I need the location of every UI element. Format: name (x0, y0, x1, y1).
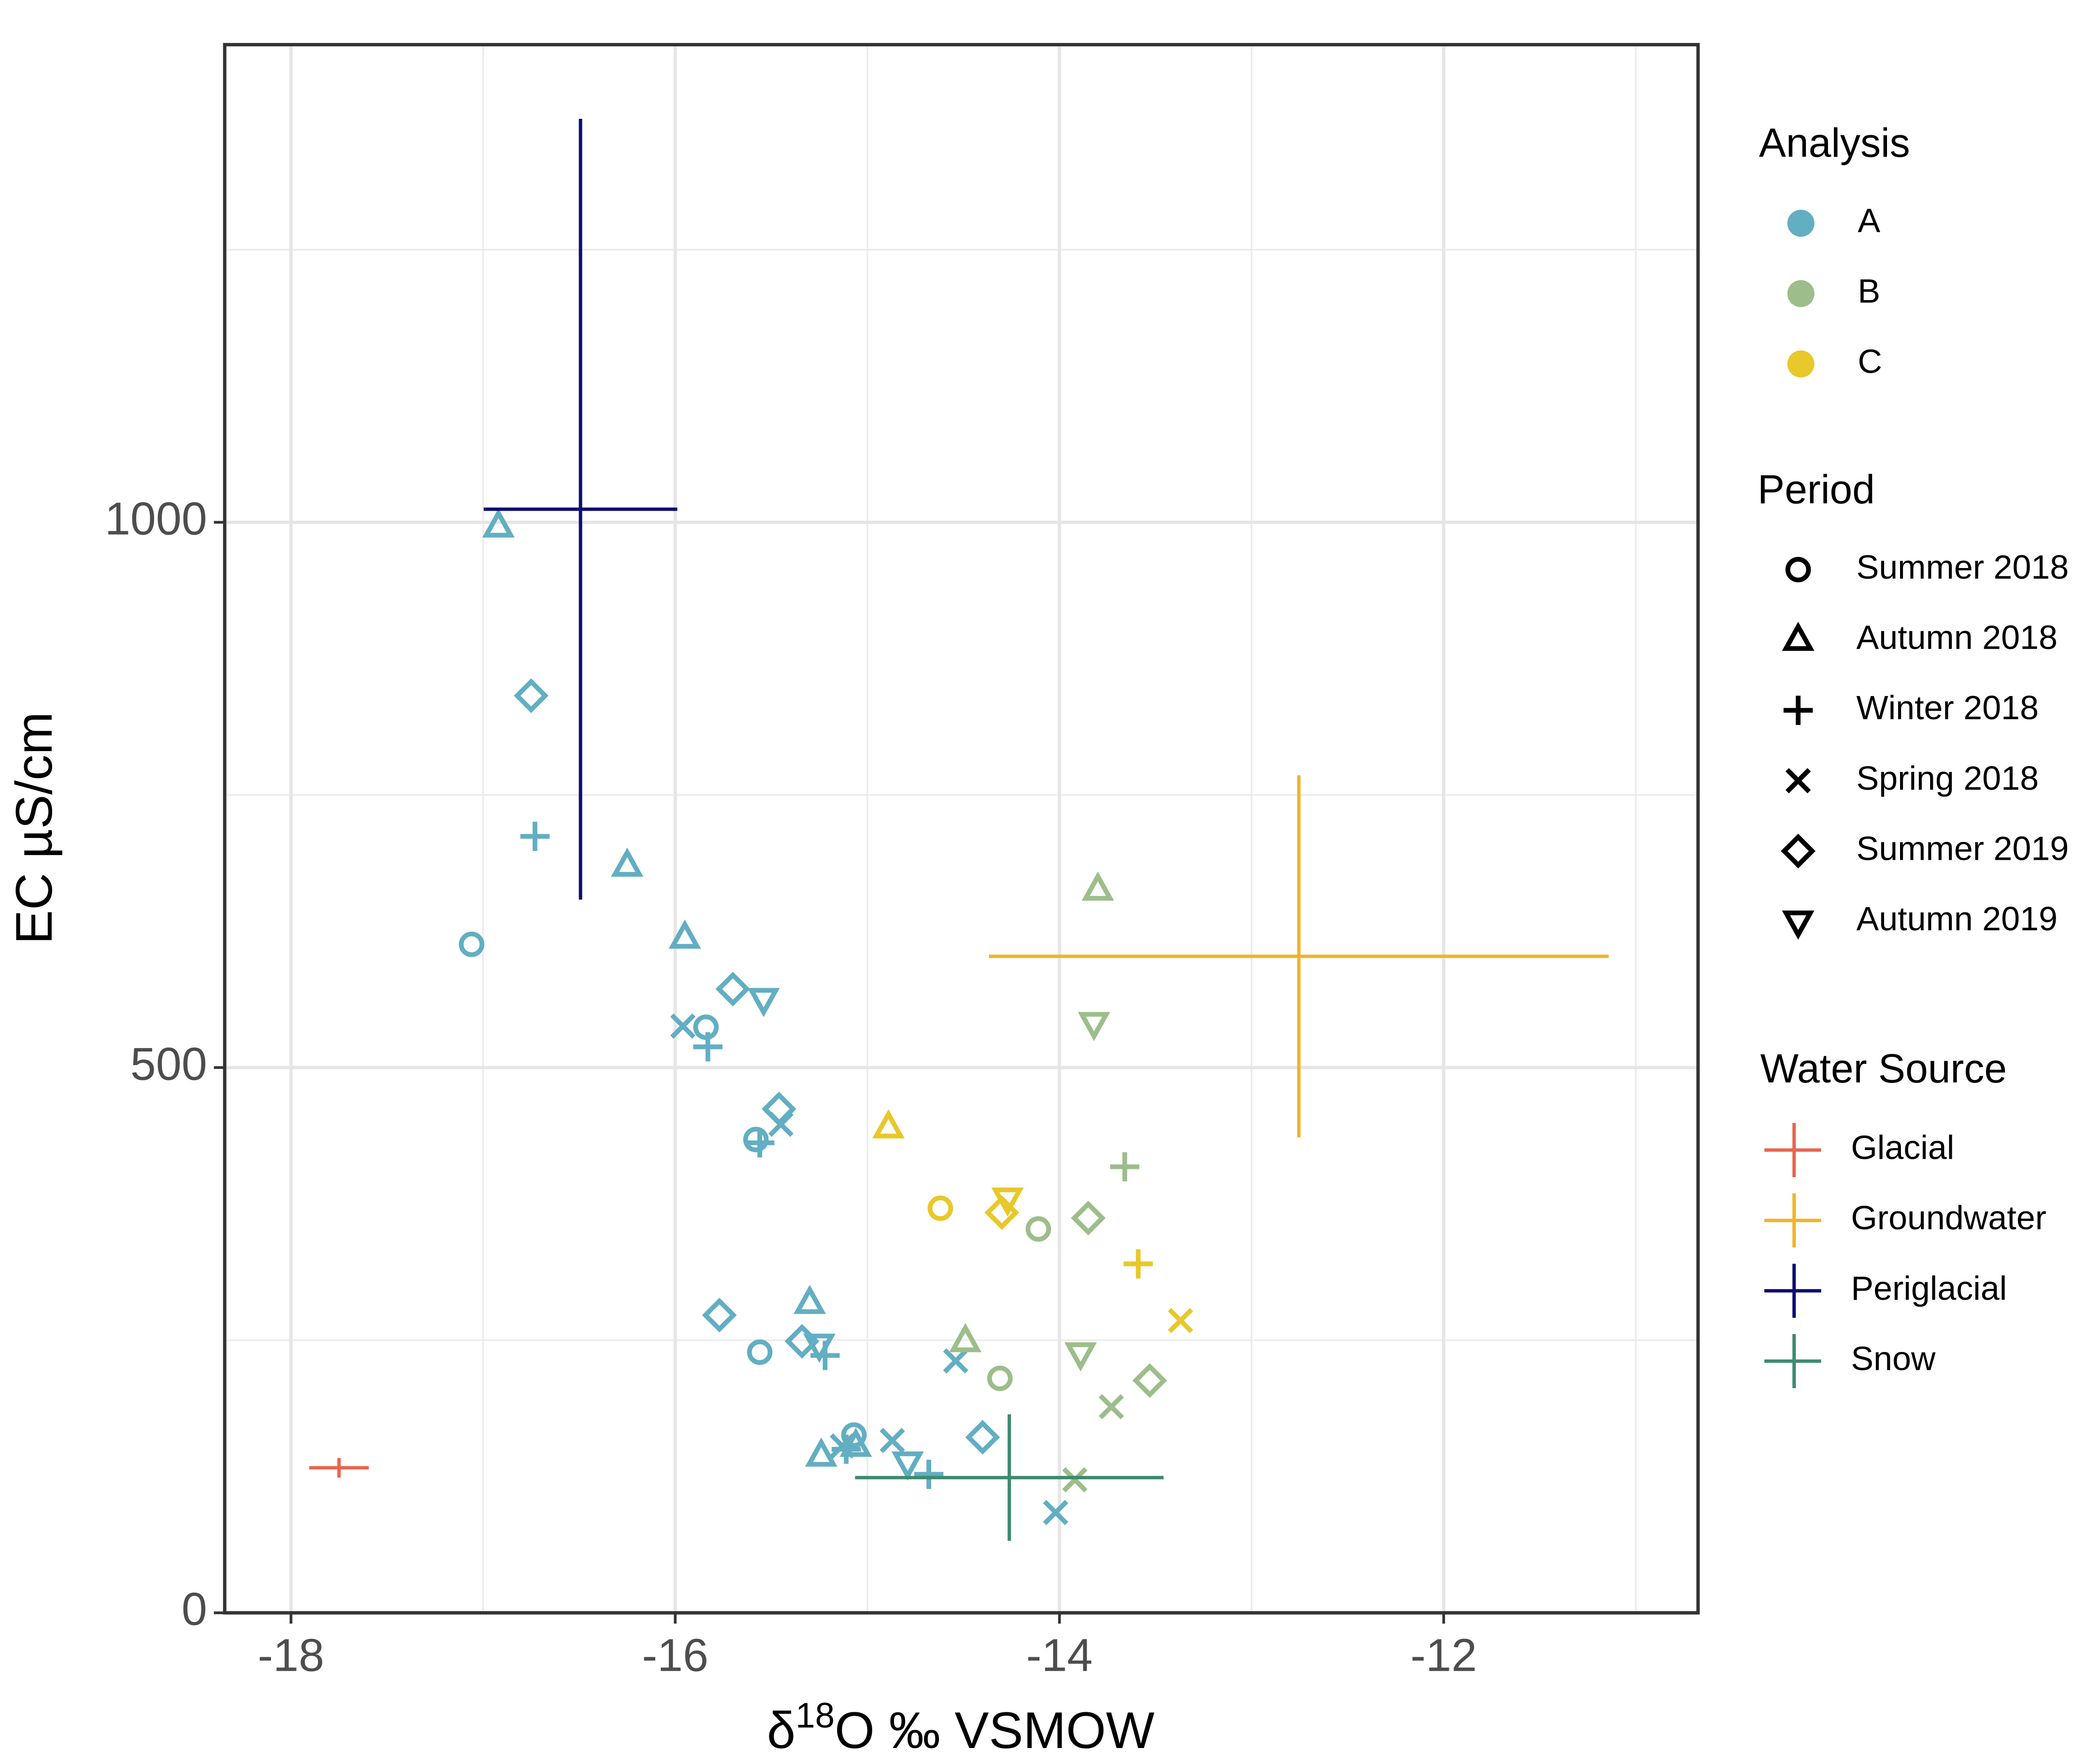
legend-key (1787, 210, 1815, 237)
point (805, 1437, 837, 1467)
x-tick-label: -16 (642, 1630, 709, 1681)
point (761, 1092, 796, 1126)
legend-key (1764, 1264, 1821, 1318)
point (803, 1334, 836, 1363)
point (1123, 1249, 1153, 1279)
point (1168, 1308, 1193, 1334)
point (965, 1420, 1000, 1455)
point (520, 822, 550, 851)
legend-title: Water Source (1760, 1046, 2007, 1091)
legend-key (1783, 696, 1813, 725)
point (745, 1128, 775, 1158)
y-tick-label: 1000 (105, 493, 207, 544)
point (1081, 871, 1114, 901)
legend-label: Summer 2019 (1857, 829, 2069, 867)
legend-key (1787, 280, 1815, 307)
point (927, 1195, 953, 1221)
point (891, 1451, 924, 1481)
legend-key (1764, 1193, 1821, 1248)
point (459, 931, 484, 957)
point (880, 1428, 905, 1453)
legend-label: Winter 2018 (1857, 689, 2039, 726)
point (949, 1323, 982, 1352)
point (747, 988, 780, 1017)
point (702, 1297, 737, 1333)
x-tick-label: -14 (1026, 1630, 1093, 1681)
legend-key (1787, 350, 1815, 378)
legend-key (1764, 1123, 1821, 1178)
legend-key (1785, 768, 1811, 794)
y-tick-label: 500 (130, 1038, 207, 1090)
point (987, 1365, 1013, 1391)
point (1098, 1394, 1124, 1420)
x-title-part: O ‰ VSMOW (835, 1702, 1155, 1759)
point (829, 1433, 855, 1459)
point (1071, 1200, 1106, 1236)
point (984, 1195, 1020, 1230)
point (943, 1348, 968, 1374)
legend-key (1782, 910, 1815, 940)
point (743, 1126, 769, 1152)
point (839, 1427, 872, 1457)
point (1064, 1342, 1097, 1372)
plot-border (223, 43, 1700, 1615)
plot-background (225, 44, 1698, 1613)
legend-key (1781, 834, 1816, 868)
y-tick-label: 0 (182, 1584, 207, 1635)
point (1043, 1500, 1068, 1525)
point (1078, 1012, 1110, 1041)
legend-title: Analysis (1759, 120, 1910, 166)
x-axis-title: δ18O ‰ VSMOW (767, 1696, 1155, 1760)
legend-title: Period (1758, 467, 1875, 512)
x-tick-label: -18 (258, 1630, 325, 1681)
legend-label: C (1858, 342, 1882, 380)
point (715, 971, 751, 1007)
legend-label: B (1858, 272, 1880, 310)
point (793, 1285, 826, 1314)
legend-label: Autumn 2018 (1857, 618, 2058, 656)
point (482, 508, 515, 538)
point (1132, 1363, 1167, 1398)
legend-label: Autumn 2019 (1857, 900, 2058, 938)
point (1062, 1467, 1088, 1493)
point (841, 1422, 867, 1448)
point (611, 847, 644, 877)
point (668, 919, 701, 949)
legend-key (1764, 1334, 1821, 1389)
point (513, 678, 549, 713)
point (1025, 1216, 1051, 1242)
point (1110, 1152, 1140, 1181)
legend-key (1785, 556, 1811, 583)
point (872, 1109, 905, 1138)
y-axis-title: EC µS/cm (5, 712, 63, 944)
legend-key (1782, 622, 1815, 651)
x-title-part: δ (767, 1702, 795, 1759)
legend-label: Spring 2018 (1857, 759, 2039, 797)
point (747, 1339, 773, 1365)
point (914, 1460, 944, 1489)
legend-label: Groundwater (1851, 1199, 2046, 1237)
point (670, 1013, 696, 1039)
legend-label: Summer 2018 (1857, 548, 2069, 586)
legend-label: Glacial (1851, 1129, 1954, 1166)
legend-label: Periglacial (1851, 1269, 2007, 1307)
legend-label: Snow (1851, 1340, 1936, 1378)
legend-label: A (1858, 202, 1880, 240)
point (693, 1032, 723, 1062)
x-title-sup: 18 (795, 1696, 835, 1735)
x-tick-label: -12 (1410, 1630, 1477, 1681)
